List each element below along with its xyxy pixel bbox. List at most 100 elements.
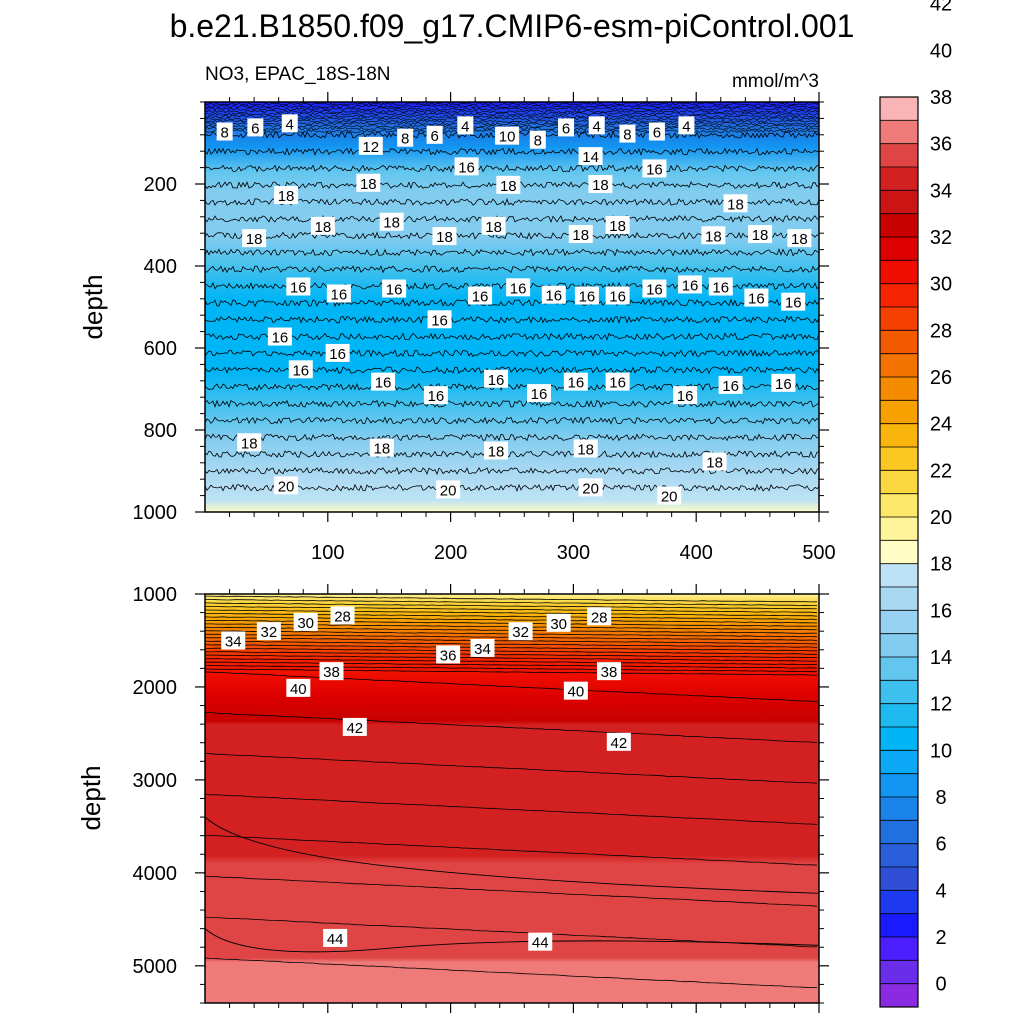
contour-label: 16 [718, 375, 743, 395]
contour-label: 6 [558, 118, 575, 137]
contour-line [205, 147, 819, 156]
contour-label: 38 [319, 662, 344, 681]
contour-label: 16 [382, 279, 407, 299]
contour-line [205, 957, 818, 989]
colorbar-swatch [880, 353, 918, 378]
contour-line [205, 197, 819, 207]
contour-label-text: 16 [609, 289, 626, 306]
contour-label: 16 [427, 310, 452, 329]
contour-line [205, 668, 818, 676]
contour-line [205, 215, 819, 224]
colorbar-label: 16 [930, 600, 952, 622]
contour-label: 44 [528, 932, 553, 952]
colorbar-swatch [880, 213, 918, 238]
contour-line [205, 644, 817, 652]
contour-label: 18 [356, 173, 381, 193]
upper-variable-label: NO3, EPAC_18S-18N [205, 64, 391, 85]
contour-label: 16 [371, 372, 396, 392]
contour-line [205, 637, 818, 645]
colorbar-swatch [880, 307, 918, 331]
contour-label-text: 4 [286, 116, 294, 133]
colorbar-swatch [880, 983, 918, 1008]
colorbar-swatch [880, 727, 918, 751]
y-tick-label: 4000 [133, 863, 178, 885]
contour-line [205, 651, 817, 659]
colorbar-swatch [880, 610, 918, 635]
colorbar-label: 42 [930, 0, 952, 16]
upper-units-label: mmol/m^3 [732, 71, 819, 92]
contour-label-text: 6 [251, 120, 259, 137]
contour-label: 16 [267, 327, 292, 347]
contour-line [205, 109, 819, 114]
contour-label: 16 [744, 288, 769, 308]
upper-y-axis-label: depth [78, 274, 108, 339]
colorbar-swatch [880, 680, 918, 705]
contour-line [205, 753, 818, 784]
contour-label-text: 20 [661, 489, 678, 506]
contour-label-text: 16 [375, 375, 392, 392]
colorbar-swatch [880, 657, 918, 681]
contour-line [205, 164, 819, 173]
upper-field-fill [205, 102, 819, 512]
contour-label-text: 16 [682, 277, 699, 294]
contour-label: 4 [457, 116, 474, 135]
contour-label-text: 18 [752, 227, 769, 244]
contour-label-text: 16 [472, 289, 489, 306]
colorbar-label: 10 [930, 740, 952, 762]
contour-label-text: 16 [646, 161, 663, 178]
y-tick-label: 600 [144, 338, 177, 360]
colorbar-label: 18 [930, 554, 952, 576]
contour-label: 10 [495, 126, 520, 146]
contour-label: 18 [748, 225, 773, 244]
colorbar-label: 26 [930, 367, 952, 389]
contour-label: 14 [578, 147, 603, 166]
contour-label-text: 36 [440, 647, 457, 664]
contour-line [205, 117, 819, 121]
contour-label-text: 18 [436, 229, 453, 246]
contour-label: 18 [787, 229, 812, 248]
contour-label: 18 [379, 212, 404, 232]
contour-label-text: 20 [582, 480, 599, 497]
lower-y-axis-label: depth [76, 765, 106, 830]
contour-label-text: 16 [292, 362, 309, 379]
contour-label: 40 [563, 681, 588, 701]
figure-title: b.e21.B1850.f09_g17.CMIP6-esm-piControl.… [170, 8, 855, 44]
contour-label-text: 16 [677, 388, 694, 405]
contour-label: 16 [781, 292, 806, 312]
contour-label-text: 16 [290, 280, 307, 297]
contour-label: 30 [293, 612, 318, 632]
contour-label-text: 28 [334, 608, 351, 625]
contour-line [205, 640, 818, 648]
contour-line [205, 598, 817, 607]
contour-line [205, 712, 818, 744]
contour-label-text: 6 [562, 120, 570, 137]
contour-label: 6 [426, 125, 443, 145]
colorbar-label: 4 [935, 880, 946, 902]
contour-label: 18 [310, 216, 335, 236]
contour-label-text: 18 [572, 227, 589, 244]
contour-label: 8 [216, 122, 233, 142]
colorbar-swatch [880, 237, 918, 261]
colorbar-swatch [880, 750, 918, 775]
contour-label: 18 [723, 194, 748, 213]
contour-label: 16 [454, 157, 479, 176]
contour-label: 38 [597, 662, 622, 681]
contour-line [205, 102, 819, 106]
colorbar-swatch [880, 890, 918, 915]
colorbar-label: 14 [930, 647, 952, 669]
y-tick-label: 1000 [133, 584, 178, 606]
contour-label-text: 18 [577, 441, 594, 458]
x-tick-label: 400 [680, 542, 713, 564]
contour-label-text: 34 [225, 633, 242, 650]
contour-label: 18 [432, 227, 457, 246]
colorbar-swatch [880, 820, 918, 845]
contour-label-text: 30 [297, 615, 314, 632]
contour-label: 8 [529, 130, 546, 150]
contour-label: 16 [484, 369, 509, 389]
colorbar-swatch [880, 493, 918, 518]
colorbar-label: 8 [935, 787, 946, 809]
colorbar-swatch [880, 773, 918, 798]
contour-label: 16 [288, 360, 313, 379]
contour-label-text: 16 [510, 280, 527, 297]
contour-label-text: 4 [593, 118, 601, 135]
